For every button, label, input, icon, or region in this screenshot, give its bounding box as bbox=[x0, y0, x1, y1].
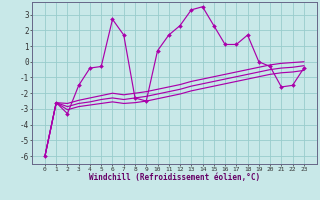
X-axis label: Windchill (Refroidissement éolien,°C): Windchill (Refroidissement éolien,°C) bbox=[89, 173, 260, 182]
